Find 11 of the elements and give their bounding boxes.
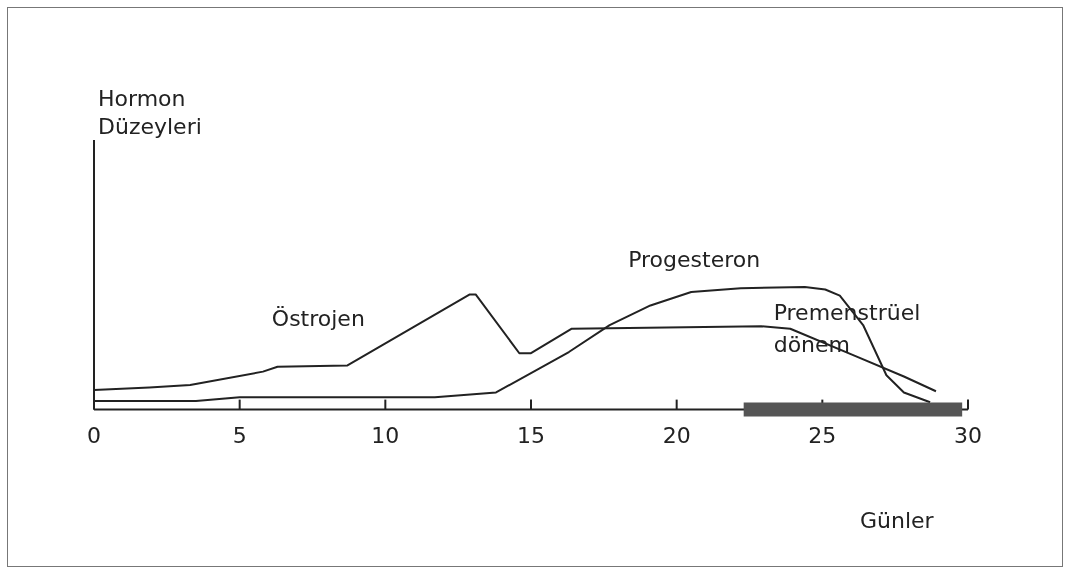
- x-tick-label: 5: [232, 422, 247, 448]
- text: Hormon Düzeyleri: [98, 86, 202, 139]
- x-axis-title: Günler: [860, 508, 935, 533]
- x-tick-label: 10: [371, 422, 400, 448]
- x-tick-label: 25: [808, 422, 837, 448]
- series-label: Östrojen: [271, 306, 365, 332]
- series-label: Progesteron: [628, 247, 761, 273]
- x-tick-label: 20: [662, 422, 691, 448]
- x-tick-label: 0: [87, 422, 101, 448]
- x-tick-label: 15: [517, 422, 545, 448]
- x-tick-label: 30: [954, 422, 982, 448]
